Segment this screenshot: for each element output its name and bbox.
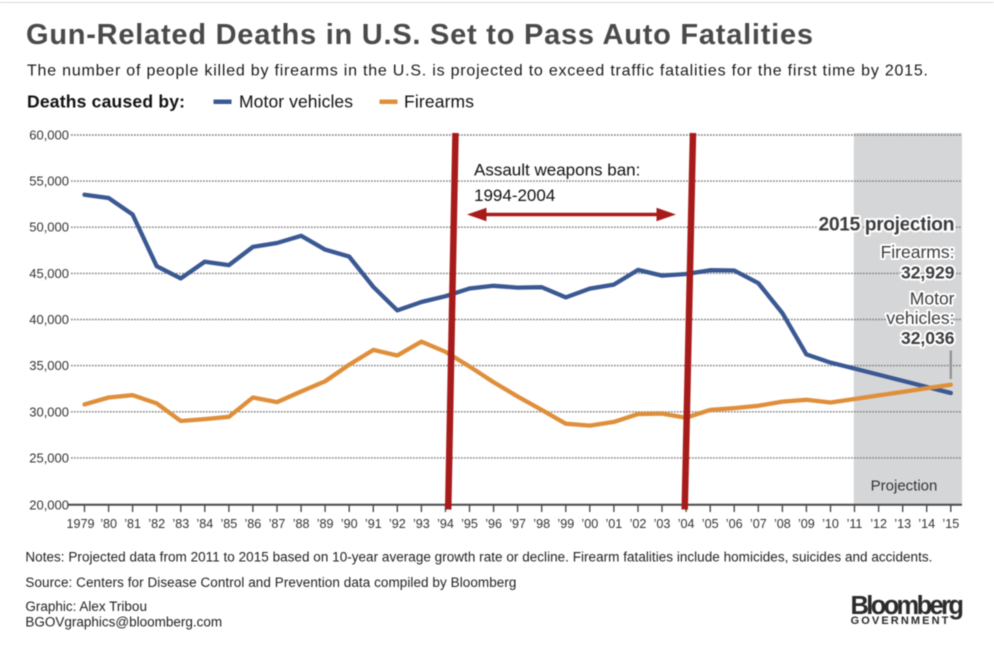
- svg-text:’83: ’83: [172, 517, 189, 531]
- svg-text:’86: ’86: [244, 517, 261, 531]
- svg-text:1979: 1979: [66, 517, 94, 531]
- svg-text:32,929: 32,929: [901, 263, 955, 283]
- svg-text:’84: ’84: [196, 517, 213, 531]
- svg-text:’82: ’82: [148, 517, 165, 531]
- svg-text:’85: ’85: [220, 517, 237, 531]
- svg-text:2015 projection: 2015 projection: [819, 214, 955, 236]
- svg-text:Source: Centers for Disease Co: Source: Centers for Disease Control and …: [25, 575, 516, 590]
- svg-text:The number of people killed by: The number of people killed by firearms …: [27, 63, 928, 80]
- svg-text:Deaths caused by:: Deaths caused by:: [27, 92, 185, 112]
- svg-text:’87: ’87: [269, 517, 286, 531]
- svg-text:’93: ’93: [413, 517, 430, 531]
- svg-text:Gun-Related Deaths in U.S. Set: Gun-Related Deaths in U.S. Set to Pass A…: [26, 19, 813, 51]
- svg-text:Graphic: Alex Tribou: Graphic: Alex Tribou: [25, 599, 147, 614]
- svg-text:Firearms:: Firearms:: [881, 242, 955, 262]
- svg-text:’13: ’13: [894, 517, 911, 531]
- svg-text:55,000: 55,000: [29, 174, 69, 189]
- svg-text:’11: ’11: [847, 517, 863, 531]
- svg-text:’15: ’15: [942, 517, 959, 531]
- svg-text:’91: ’91: [365, 517, 382, 531]
- svg-text:’88: ’88: [293, 517, 310, 531]
- svg-text:30,000: 30,000: [29, 404, 69, 419]
- svg-text:’92: ’92: [389, 517, 406, 531]
- svg-text:25,000: 25,000: [29, 450, 69, 465]
- svg-text:40,000: 40,000: [29, 312, 69, 327]
- svg-text:’01: ’01: [605, 517, 622, 531]
- svg-text:BGOVgraphics@bloomberg.com: BGOVgraphics@bloomberg.com: [25, 614, 222, 629]
- svg-text:’07: ’07: [750, 517, 767, 531]
- svg-text:’10: ’10: [822, 517, 839, 531]
- svg-text:’00: ’00: [581, 517, 598, 531]
- svg-text:’06: ’06: [726, 517, 743, 531]
- svg-text:’95: ’95: [461, 517, 478, 531]
- svg-text:20,000: 20,000: [29, 497, 69, 512]
- svg-text:vehicles:: vehicles:: [886, 308, 954, 328]
- svg-text:45,000: 45,000: [29, 266, 69, 281]
- svg-text:Notes: Projected data from 201: Notes: Projected data from 2011 to 2015 …: [25, 550, 932, 565]
- svg-text:’94: ’94: [437, 517, 454, 531]
- svg-text:Assault weapons ban:: Assault weapons ban:: [474, 161, 640, 180]
- svg-text:Firearms: Firearms: [404, 92, 474, 112]
- svg-text:60,000: 60,000: [29, 128, 69, 143]
- svg-text:32,036: 32,036: [901, 328, 955, 348]
- svg-text:’08: ’08: [774, 517, 791, 531]
- svg-text:Motor vehicles: Motor vehicles: [239, 92, 353, 112]
- svg-text:’02: ’02: [630, 517, 647, 531]
- svg-text:’90: ’90: [341, 517, 358, 531]
- svg-text:’97: ’97: [509, 517, 526, 531]
- svg-text:1994-2004: 1994-2004: [474, 186, 555, 205]
- svg-text:Bloomberg: Bloomberg: [851, 592, 964, 620]
- svg-text:’05: ’05: [702, 517, 719, 531]
- svg-text:’81: ’81: [124, 517, 141, 531]
- svg-text:’99: ’99: [557, 517, 574, 531]
- svg-text:’96: ’96: [485, 517, 502, 531]
- svg-text:50,000: 50,000: [29, 220, 69, 235]
- svg-text:Motor: Motor: [910, 289, 955, 309]
- svg-text:’04: ’04: [678, 517, 695, 531]
- svg-text:35,000: 35,000: [29, 358, 69, 373]
- svg-text:’14: ’14: [918, 517, 935, 531]
- svg-text:’80: ’80: [100, 517, 117, 531]
- svg-text:’98: ’98: [533, 517, 550, 531]
- svg-text:Projection: Projection: [871, 478, 938, 495]
- svg-text:’12: ’12: [870, 517, 887, 531]
- svg-text:’89: ’89: [317, 517, 334, 531]
- svg-text:’03: ’03: [654, 517, 671, 531]
- svg-text:’09: ’09: [798, 517, 815, 531]
